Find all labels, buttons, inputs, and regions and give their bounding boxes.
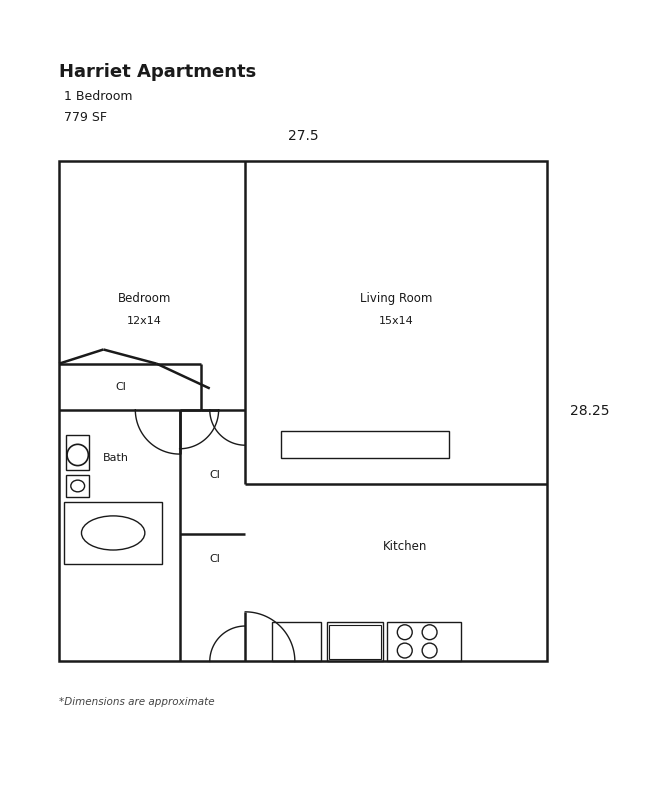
- Text: 779 SF: 779 SF: [64, 111, 107, 124]
- Bar: [327, 622, 383, 662]
- Text: Cl: Cl: [210, 470, 220, 480]
- Text: Cl: Cl: [210, 554, 220, 564]
- Bar: [387, 622, 462, 662]
- Bar: [59, 161, 547, 662]
- Text: 28.25: 28.25: [569, 404, 609, 418]
- Bar: [281, 431, 449, 458]
- Bar: [330, 625, 381, 659]
- Text: *Dimensions are approximate: *Dimensions are approximate: [59, 697, 215, 707]
- Text: Kitchen: Kitchen: [383, 540, 427, 553]
- Text: 15x14: 15x14: [378, 316, 413, 326]
- Text: Living Room: Living Room: [359, 291, 432, 305]
- Bar: [272, 622, 322, 662]
- Text: 1 Bedroom: 1 Bedroom: [64, 90, 133, 102]
- Text: 27.5: 27.5: [287, 129, 318, 143]
- Text: Bath: Bath: [103, 453, 129, 462]
- Bar: [64, 502, 162, 564]
- Text: Cl: Cl: [116, 382, 127, 392]
- Text: Bedroom: Bedroom: [118, 291, 171, 305]
- Bar: [66, 434, 89, 470]
- Text: Harriet Apartments: Harriet Apartments: [59, 63, 256, 81]
- Bar: [66, 475, 89, 497]
- Text: 12x14: 12x14: [127, 316, 162, 326]
